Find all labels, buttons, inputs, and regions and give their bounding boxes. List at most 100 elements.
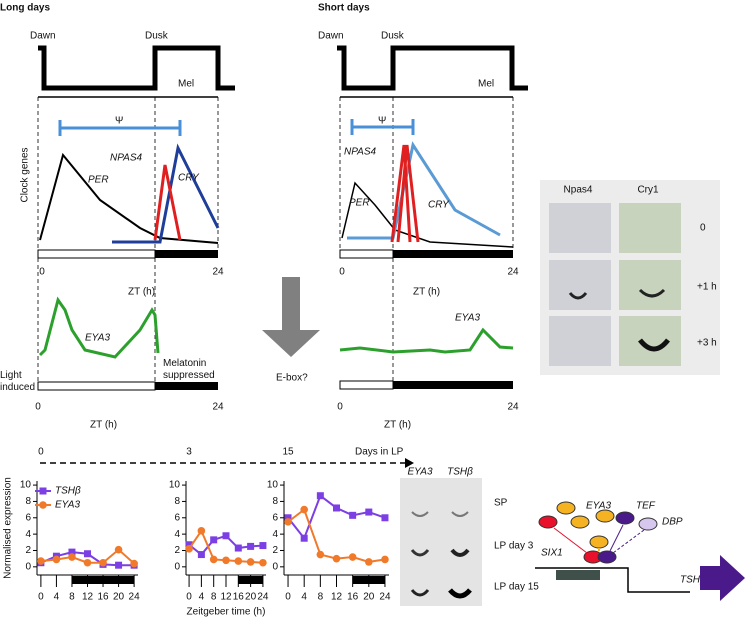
- x-tick-label: 0: [285, 592, 291, 603]
- zt-tick: 0: [35, 402, 41, 413]
- x-tick-label: 0: [38, 592, 44, 603]
- panel-title: Short days: [318, 3, 370, 14]
- y-tick-label: 4: [272, 529, 278, 540]
- point: [365, 509, 372, 516]
- point: [198, 551, 205, 558]
- photo-panel-bottom: EYA3 TSHβ SP LP day 3 LP day 15: [400, 467, 539, 606]
- protein: [539, 516, 557, 528]
- legend-marker: [39, 501, 47, 509]
- x-tick-label: 16: [97, 592, 109, 603]
- point: [365, 558, 373, 566]
- zt-tick: 24: [507, 402, 519, 413]
- row-label: 0: [700, 223, 706, 234]
- x-tick-label: 0: [186, 592, 192, 603]
- point: [284, 518, 292, 526]
- photo: [619, 203, 681, 253]
- point: [349, 553, 357, 561]
- row-label: SP: [494, 498, 508, 509]
- point: [333, 504, 340, 511]
- protein: [557, 502, 575, 514]
- point: [84, 550, 91, 557]
- chart-title: 0: [38, 447, 44, 458]
- point: [115, 562, 122, 569]
- zt-tick: 24: [212, 402, 224, 413]
- zt-label: ZT (h): [384, 420, 411, 431]
- output-arrow: [700, 555, 745, 601]
- zt-tick: 24: [507, 267, 519, 278]
- eya3-label: EYA3: [455, 313, 480, 324]
- zt-tick: 0: [39, 267, 45, 278]
- y-tick-label: 6: [25, 512, 31, 523]
- row-label: +1 h: [697, 282, 717, 293]
- arrow-head: [262, 330, 320, 357]
- chart-title: 15: [282, 447, 294, 458]
- protein-label: TEF: [636, 501, 656, 512]
- day-bar: [38, 250, 155, 258]
- x-tick-label: 24: [257, 592, 269, 603]
- y-tick-label: 0: [25, 561, 31, 572]
- light-schedule: [337, 48, 528, 88]
- point: [185, 545, 193, 553]
- promoter-box: [556, 570, 600, 580]
- night-bar: [155, 382, 218, 390]
- protein: [590, 536, 608, 548]
- night-bar: [393, 381, 513, 389]
- x-tick-label: 16: [347, 592, 359, 603]
- day-bar: [340, 250, 393, 258]
- x-tick-label: 20: [245, 592, 257, 603]
- per-label: PER: [88, 175, 109, 186]
- x-tick-label: 8: [69, 592, 75, 603]
- dawn-label: Dawn: [30, 31, 56, 42]
- x-label: Zeitgeber time (h): [187, 607, 266, 618]
- eya3-curve: [40, 300, 158, 357]
- y-tick-label: 6: [174, 512, 180, 523]
- x-tick-label: 8: [211, 592, 217, 603]
- npas4-label: NPAS4: [344, 147, 376, 158]
- x-tick-label: 12: [82, 592, 94, 603]
- photo: [549, 316, 611, 366]
- point: [84, 559, 92, 567]
- psi-label: Ψ: [115, 116, 123, 127]
- short-days-panel: Short days Dawn Dusk Mel Ψ PER NPAS4 CRY…: [318, 3, 528, 431]
- point: [247, 543, 254, 550]
- x-tick-label: 4: [301, 592, 307, 603]
- regulation-diagram: EYA3 TEF DBP SIX1 TSHβ: [535, 501, 745, 601]
- interaction-arrow: [613, 530, 644, 553]
- cry-label: CRY: [428, 200, 450, 211]
- point: [381, 514, 388, 521]
- y-tick-label: 4: [174, 529, 180, 540]
- protein: [571, 516, 589, 528]
- point: [223, 532, 230, 539]
- x-tick-label: 20: [113, 592, 125, 603]
- column-label: TSHβ: [447, 467, 473, 478]
- night-bar: [238, 576, 263, 584]
- night-bar: [393, 250, 513, 258]
- protein: [639, 518, 657, 530]
- point: [247, 558, 255, 566]
- y-tick-label: 10: [169, 480, 181, 491]
- point: [198, 527, 206, 535]
- y-tick-label: 10: [267, 480, 279, 491]
- point: [68, 553, 76, 561]
- legend-label: EYA3: [55, 500, 80, 511]
- x-tick-label: 4: [199, 592, 205, 603]
- zt-label: ZT (h): [413, 287, 440, 298]
- point: [53, 556, 61, 564]
- cry-label: CRY: [178, 173, 200, 184]
- night-bar: [155, 250, 218, 258]
- row-label: +3 h: [697, 338, 717, 349]
- eya3-curve: [340, 330, 513, 352]
- panel-title: Long days: [0, 3, 50, 14]
- row-label: LP day 3: [494, 541, 534, 552]
- protein: [596, 510, 614, 522]
- y-tick-label: 8: [272, 496, 278, 507]
- point: [301, 535, 308, 542]
- point: [349, 512, 356, 519]
- day-bar: [38, 382, 155, 390]
- x-tick-label: 24: [129, 592, 141, 603]
- point: [210, 556, 218, 564]
- dusk-label: Dusk: [381, 31, 405, 42]
- protein: [616, 512, 634, 524]
